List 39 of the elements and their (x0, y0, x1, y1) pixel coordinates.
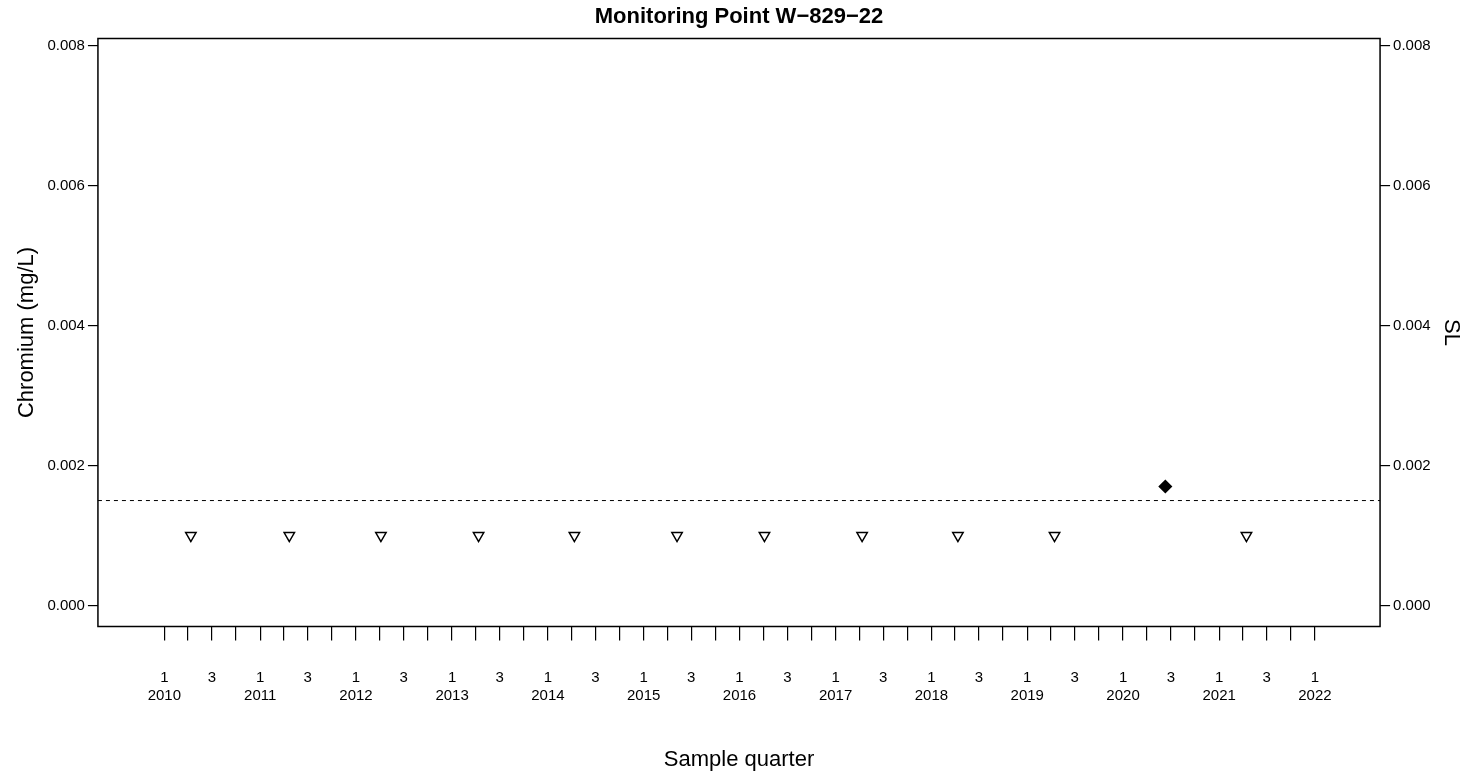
y-tick-label: 0.004 (47, 315, 85, 333)
x-tick-label: 3 (974, 667, 984, 685)
x-tick-label: 3 (207, 667, 217, 685)
x-tick-label: 1 2022 (1298, 667, 1332, 703)
x-tick-label: 1 2017 (818, 667, 853, 703)
y-tick-label: 0.002 (47, 455, 85, 473)
y2-tick-label: 0.002 (1393, 455, 1431, 473)
y2-tick-label: 0.008 (1393, 35, 1431, 53)
y2-tick-label: 0.004 (1393, 315, 1431, 333)
x-tick-label: 1 2020 (1106, 667, 1140, 703)
y-tick-label: 0.008 (47, 35, 85, 53)
y2-tick-label: 0.000 (1393, 595, 1431, 613)
x-tick-label: 3 (1262, 667, 1271, 685)
chart-title: Monitoring Point W−829−22 (594, 3, 884, 29)
x-tick-label: 1 2014 (531, 667, 565, 703)
y-axis-title: Chromium (mg/L) (13, 246, 39, 419)
x-tick-label: 3 (687, 667, 696, 685)
x-tick-label: 3 (1070, 667, 1079, 685)
x-tick-label: 3 (1166, 667, 1176, 685)
y2-tick-label: 0.006 (1393, 175, 1431, 193)
x-tick-label: 3 (495, 667, 504, 685)
x-tick-label: 3 (591, 667, 600, 685)
x-tick-label: 1 2018 (914, 667, 949, 703)
y-tick-label: 0.006 (47, 175, 85, 193)
x-tick-label: 1 2016 (722, 667, 757, 703)
x-tick-label: 1 2013 (435, 667, 469, 703)
x-tick-label: 3 (399, 667, 408, 685)
x-tick-label: 1 2012 (339, 667, 373, 703)
x-axis-title: Sample quarter (663, 745, 815, 771)
x-tick-label: 1 2019 (1010, 667, 1044, 703)
x-tick-label: 1 2015 (627, 667, 661, 703)
x-tick-label: 1 2011 (244, 667, 277, 703)
x-tick-label: 3 (783, 667, 792, 685)
x-tick-label: 3 (303, 667, 312, 685)
x-tick-label: 1 2021 (1202, 667, 1236, 703)
y2-axis-title: SL (1439, 319, 1465, 346)
y-tick-label: 0.000 (47, 595, 85, 613)
x-tick-label: 1 2010 (147, 667, 182, 703)
x-tick-label: 3 (878, 667, 888, 685)
